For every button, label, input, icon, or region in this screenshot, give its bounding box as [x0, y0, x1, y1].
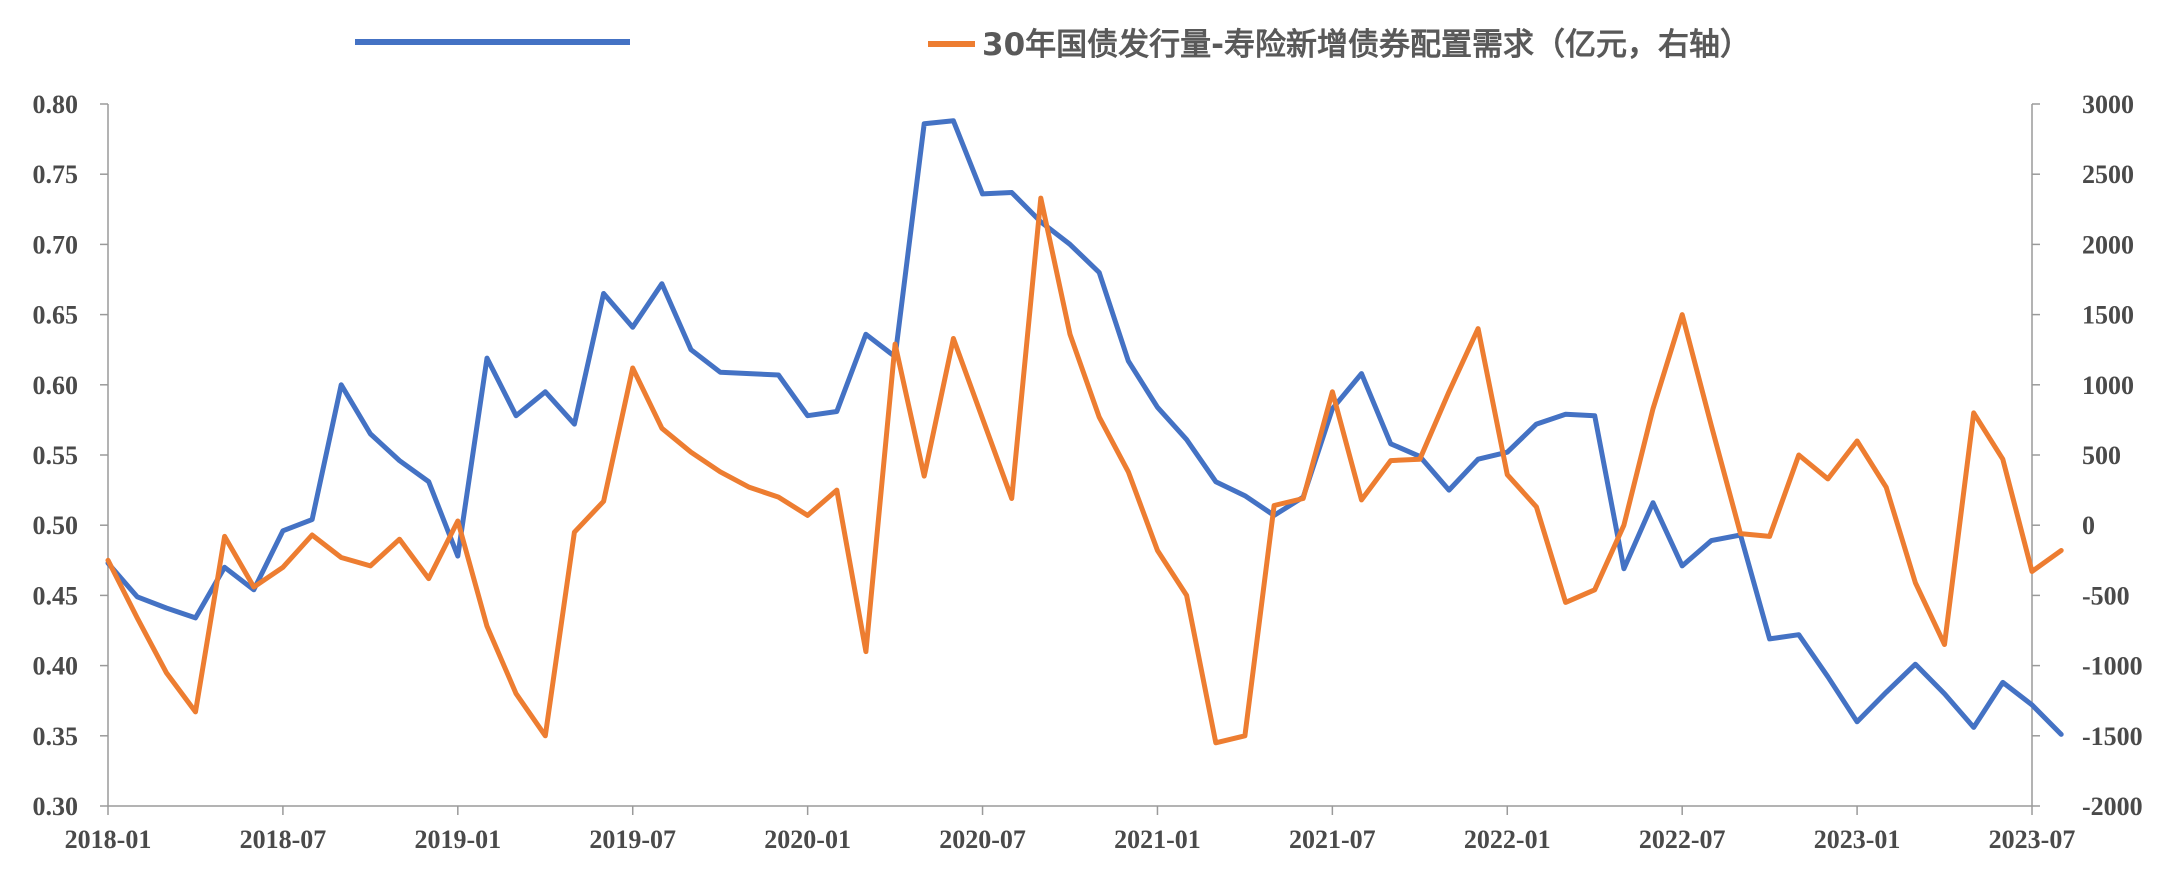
left-y-tick-label: 0.80: [33, 90, 79, 119]
left-y-tick-label: 0.45: [33, 581, 79, 610]
x-tick-label: 2023-07: [1989, 825, 2076, 854]
x-tick-label: 2018-01: [65, 825, 152, 854]
x-tick-label: 2022-07: [1639, 825, 1726, 854]
legend-label-series-2: 30年国债发行量-寿险新增债券配置需求（亿元，右轴）: [982, 27, 1751, 63]
x-tick-label: 2022-01: [1464, 825, 1551, 854]
x-tick-label: 2020-01: [764, 825, 851, 854]
left-y-tick-label: 0.75: [33, 160, 79, 189]
right-y-tick-label: 2500: [2082, 160, 2134, 189]
left-y-tick-label: 0.35: [33, 722, 79, 751]
left-y-tick-label: 0.60: [33, 371, 79, 400]
left-y-tick-label: 0.65: [33, 301, 79, 330]
x-tick-label: 2021-01: [1114, 825, 1201, 854]
x-tick-label: 2023-01: [1814, 825, 1901, 854]
right-y-tick-label: 500: [2082, 441, 2121, 470]
right-y-tick-label: -1500: [2082, 722, 2143, 751]
right-y-tick-label: -2000: [2082, 792, 2143, 821]
x-tick-label: 2019-07: [589, 825, 676, 854]
left-y-tick-label: 0.30: [33, 792, 79, 821]
left-y-tick-label: 0.50: [33, 511, 79, 540]
right-y-tick-label: -500: [2082, 581, 2130, 610]
right-y-tick-label: 2000: [2082, 230, 2134, 259]
x-tick-label: 2019-01: [414, 825, 501, 854]
left-y-tick-label: 0.40: [33, 652, 79, 681]
right-y-tick-label: 3000: [2082, 90, 2134, 119]
series-line-1: [105, 118, 2064, 737]
series-line-2: [105, 195, 2064, 746]
axes: 0.80 0.75 0.70 0.65 0.60 0.55 0.50 0.45 0.40 0.35…: [33, 90, 2143, 854]
right-y-tick-label: 1000: [2082, 371, 2134, 400]
right-y-tick-label: 1500: [2082, 301, 2134, 330]
right-y-tick-label: -1000: [2082, 652, 2143, 681]
left-y-tick-label: 0.55: [33, 441, 79, 470]
plot-area: [105, 118, 2064, 746]
x-tick-label: 2021-07: [1289, 825, 1376, 854]
legend: 30年国债发行量-寿险新增债券配置需求（亿元，右轴）: [355, 27, 1751, 63]
right-y-tick-label: 0: [2082, 511, 2095, 540]
x-tick-label: 2020-07: [939, 825, 1026, 854]
x-tick-label: 2018-07: [240, 825, 327, 854]
left-y-tick-label: 0.70: [33, 230, 79, 259]
